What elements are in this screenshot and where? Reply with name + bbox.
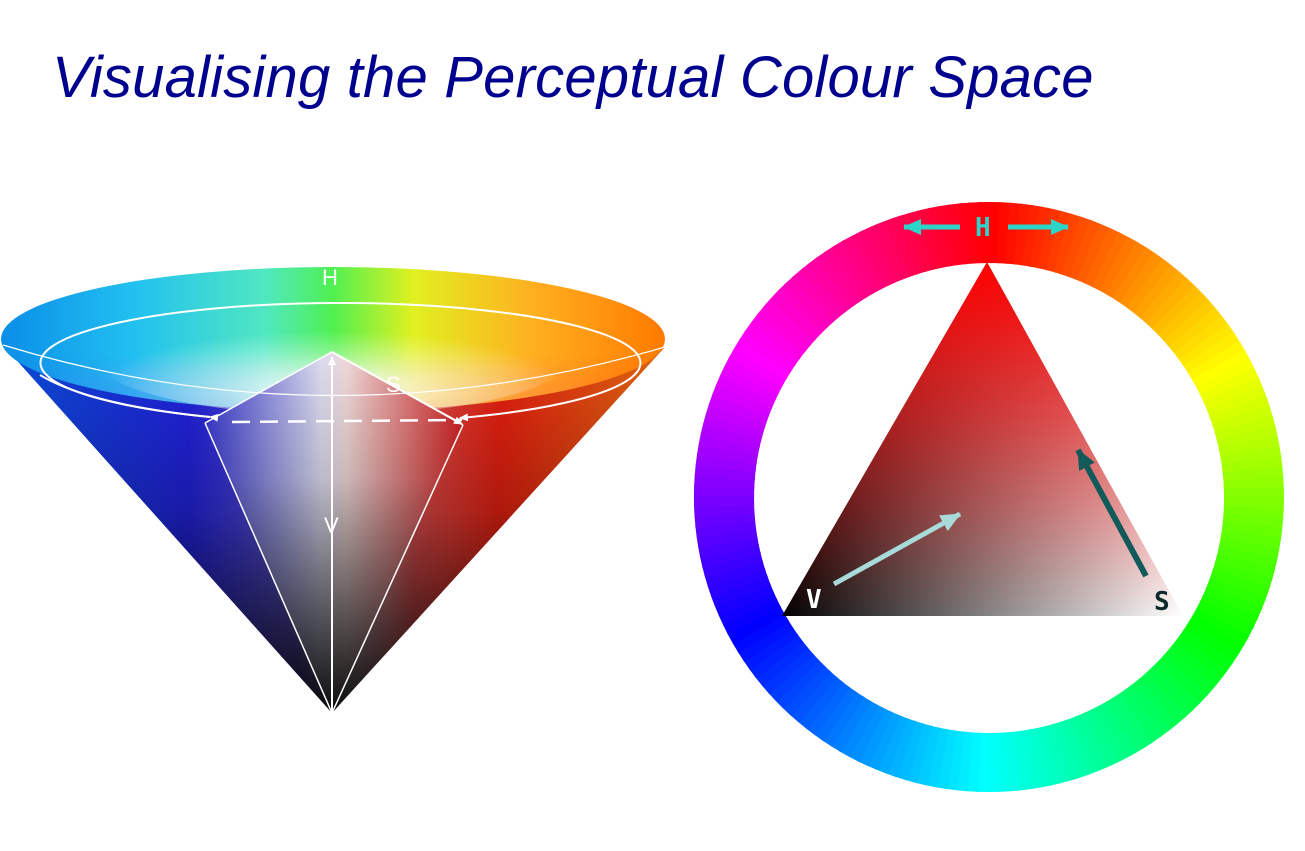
page-title: Visualising the Perceptual Colour Space xyxy=(52,45,1094,110)
hsv-wheel-triangle-diagram: H V S xyxy=(693,202,1284,792)
cone-label-h: H xyxy=(322,265,338,290)
value-arrow xyxy=(832,511,962,587)
wheel-label-v: V xyxy=(806,585,822,615)
cone-label-s: S xyxy=(386,372,401,397)
hsv-cone-diagram: H S V xyxy=(1,265,666,715)
saturation-arrow xyxy=(1075,448,1149,578)
wheel-label-h: H xyxy=(975,213,991,243)
cone-saturation-arrow xyxy=(331,351,463,425)
wheel-label-s: S xyxy=(1154,587,1170,617)
cone-label-v: V xyxy=(324,513,339,538)
cone-hue-ring xyxy=(39,301,642,422)
